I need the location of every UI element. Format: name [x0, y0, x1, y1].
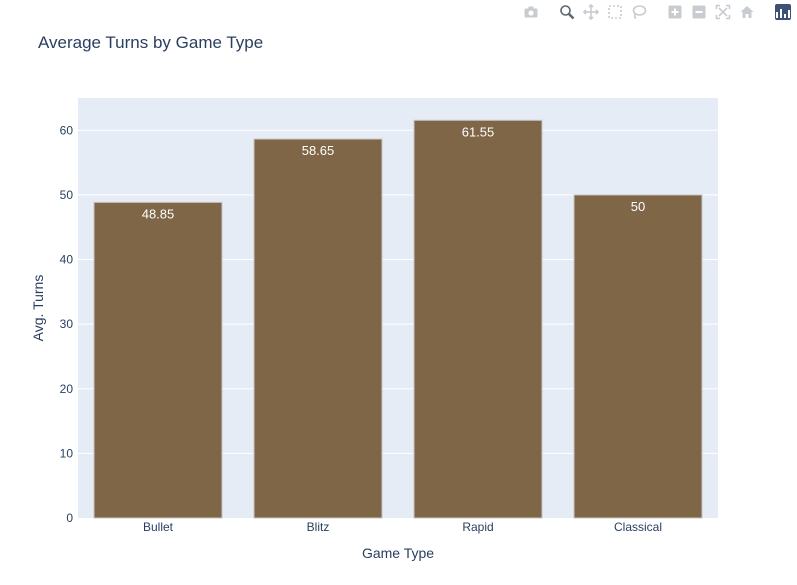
chart-title: Average Turns by Game Type	[38, 33, 263, 52]
x-tick-label: Rapid	[462, 520, 493, 534]
zoom-out-icon[interactable]	[689, 2, 709, 22]
y-tick-label: 40	[60, 253, 74, 267]
modebar-group-logo	[769, 2, 793, 22]
autoscale-icon[interactable]	[713, 2, 733, 22]
y-tick-label: 30	[60, 317, 74, 331]
modebar-group-export	[517, 2, 541, 22]
modebar	[505, 2, 793, 22]
y-tick-labels: 0 10 20 30 40 50 60	[60, 123, 74, 525]
y-tick-label: 10	[60, 446, 74, 460]
x-tick-labels: Bullet Blitz Rapid Classical	[143, 520, 662, 534]
bar-blitz[interactable]	[253, 138, 383, 519]
y-axis-title: Avg. Turns	[30, 275, 46, 342]
data-label: 48.85	[142, 206, 175, 221]
bar-classical[interactable]	[573, 194, 703, 519]
x-tick-label: Bullet	[143, 520, 174, 534]
y-tick-label: 20	[60, 382, 74, 396]
bars	[93, 119, 703, 519]
camera-icon[interactable]	[521, 2, 541, 22]
data-label: 61.55	[462, 124, 495, 139]
y-tick-label: 50	[60, 188, 74, 202]
pan-icon[interactable]	[581, 2, 601, 22]
bar-bullet[interactable]	[93, 201, 223, 519]
x-tick-label: Blitz	[307, 520, 330, 534]
data-labels: 48.85 58.65 61.55 50	[142, 124, 646, 221]
home-icon[interactable]	[737, 2, 757, 22]
x-axis-title: Game Type	[362, 545, 434, 561]
zoom-icon[interactable]	[557, 2, 577, 22]
y-tick-label: 60	[60, 123, 74, 137]
x-tick-label: Classical	[614, 520, 662, 534]
zoom-in-icon[interactable]	[665, 2, 685, 22]
modebar-group-zoom	[661, 2, 757, 22]
box-select-icon[interactable]	[605, 2, 625, 22]
modebar-group-tools	[553, 2, 649, 22]
plotly-logo-mark	[775, 4, 791, 20]
data-label: 50	[631, 199, 645, 214]
data-label: 58.65	[302, 143, 335, 158]
plotly-logo-icon[interactable]	[773, 2, 793, 22]
bar-rapid[interactable]	[413, 119, 543, 519]
y-tick-label: 0	[66, 511, 73, 525]
lasso-select-icon[interactable]	[629, 2, 649, 22]
